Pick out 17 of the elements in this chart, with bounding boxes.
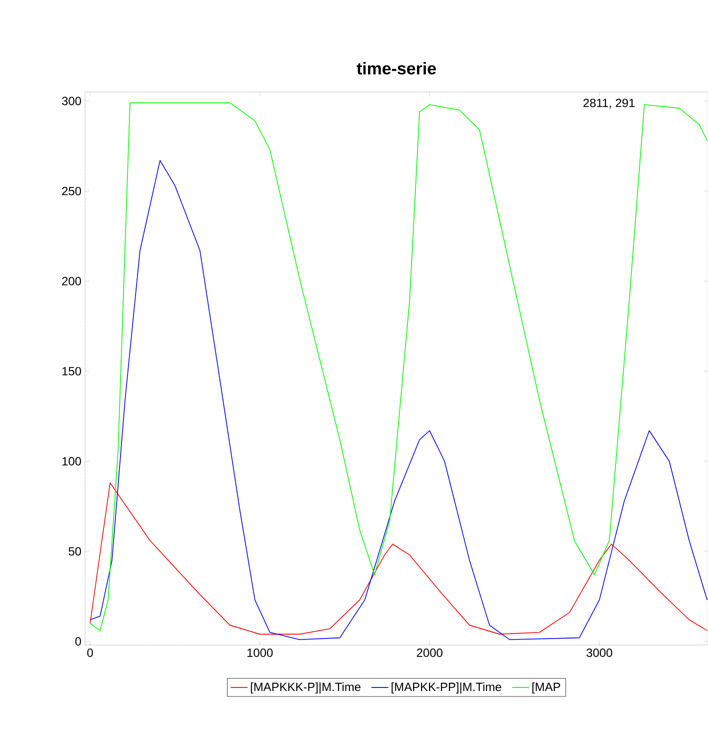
y-tick-label: 0 bbox=[75, 637, 81, 646]
line-series bbox=[90, 482, 708, 635]
legend-label: [MAP bbox=[532, 682, 560, 694]
x-tick-label: 1000 bbox=[247, 648, 273, 657]
y-tick-label: 200 bbox=[62, 276, 81, 286]
annotation: 2811, 291 bbox=[583, 98, 634, 109]
legend-label: [MAPKK-PP]|M.Time bbox=[392, 682, 502, 694]
x-tick-label: 0 bbox=[87, 648, 93, 657]
y-tick-label: 100 bbox=[62, 457, 81, 466]
chart-title: time-serie bbox=[356, 62, 436, 74]
y-tick-label: 150 bbox=[62, 366, 81, 376]
x-tick-label: 3000 bbox=[586, 648, 612, 657]
y-tick-label: 250 bbox=[62, 186, 81, 196]
y-tick-label: 300 bbox=[62, 96, 81, 106]
y-tick-label: 50 bbox=[68, 547, 81, 556]
legend-label: [MAPKKK-P]|M.Time bbox=[250, 682, 360, 694]
x-tick-label: 2000 bbox=[416, 648, 442, 657]
